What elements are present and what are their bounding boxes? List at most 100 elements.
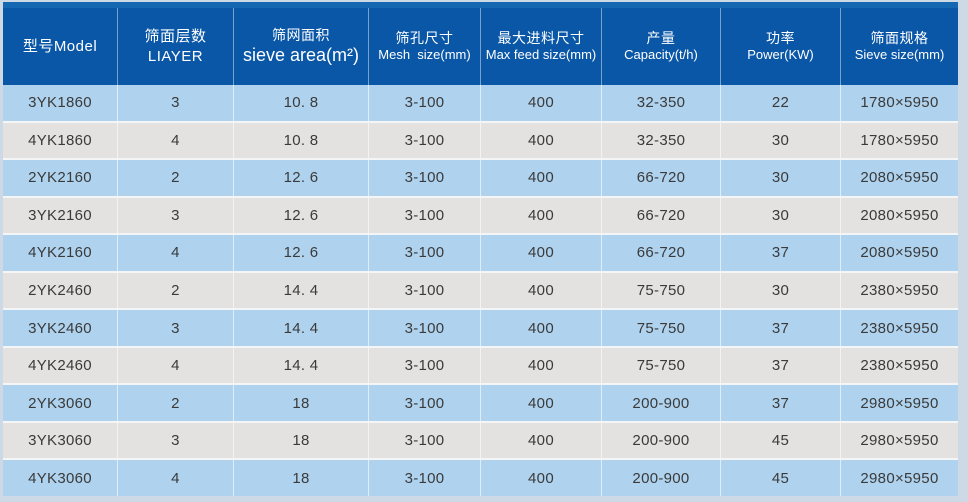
table-cell-layers: 2 xyxy=(117,385,233,421)
column-header-label-zh: 功率 xyxy=(766,29,795,46)
table-cell-sieve-area: 14. 4 xyxy=(233,272,368,309)
table-cell-capacity: 66-720 xyxy=(601,235,720,271)
table-cell-sieve-area: 12. 6 xyxy=(233,197,368,234)
table-cell-mesh-size: 3-100 xyxy=(368,347,480,384)
column-header-label-zh: 产量 xyxy=(646,29,676,46)
table-cell-mesh-size: 3-100 xyxy=(368,197,480,234)
table-row: 3YK2460 3 14. 4 3-100 400 75-750 37 2380×5950 xyxy=(3,308,958,346)
table-cell-sieve-size: 2980×5950 xyxy=(840,460,958,497)
column-header-label: 型号Model xyxy=(22,37,98,55)
table-cell-capacity: 75-750 xyxy=(601,347,720,384)
table-cell-sieve-size: 2080×5950 xyxy=(840,235,958,271)
table-cell-sieve-size: 1780×5950 xyxy=(840,122,958,159)
table-row: 3YK3060 3 18 3-100 400 200-900 45 2980×5950 xyxy=(3,420,958,459)
column-header-label: 筛面层数LIAYER xyxy=(144,28,207,65)
table-cell-model: 2YK2460 xyxy=(28,282,92,299)
table-cell-sieve-area: 12. 6 xyxy=(233,235,368,271)
table-cell-capacity: 200-900 xyxy=(601,460,720,497)
table-cell-layers: 3 xyxy=(117,422,233,459)
table-cell-mesh-size: 3-100 xyxy=(368,385,480,421)
table-cell-model: 4YK1860 xyxy=(28,131,92,149)
table-cell-model: 3YK2160 xyxy=(28,206,92,224)
table-cell-power: 30 xyxy=(720,160,840,196)
table-cell-power: 30 xyxy=(720,197,840,234)
column-header-label-en: Max feed size(mm) xyxy=(485,47,597,63)
column-header-label-en: Mesh size(mm) xyxy=(378,47,471,63)
table-cell-power: 45 xyxy=(720,422,840,459)
table-cell-model: 3YK2460 xyxy=(28,319,92,337)
table-cell-sieve-size: 2080×5950 xyxy=(840,160,958,196)
header-cells: 型号Model 筛面层数LIAYER 筛网面积 sieve area(m²) 筛… xyxy=(3,8,958,85)
table-cell-max-feed-size: 400 xyxy=(480,85,601,121)
table-cell-layers: 3 xyxy=(117,85,233,121)
table-cell-model: 3YK1860 xyxy=(28,94,92,112)
table-cell-layers: 4 xyxy=(117,122,233,159)
table-cell-max-feed-size: 400 xyxy=(480,235,601,271)
table-cell-sieve-area: 14. 4 xyxy=(233,310,368,346)
table-cell-model: 2YK3060 xyxy=(28,394,92,412)
table-cell-model: 3YK3060 xyxy=(28,432,92,450)
table-cell-max-feed-size: 400 xyxy=(480,422,601,459)
table-cell-max-feed-size: 400 xyxy=(480,460,601,497)
table-cell-mesh-size: 3-100 xyxy=(368,235,480,271)
spec-table: 型号Model 筛面层数LIAYER 筛网面积 sieve area(m²) 筛… xyxy=(3,2,958,497)
column-header-label-zh: 筛孔尺寸 xyxy=(395,29,454,46)
table-cell-capacity: 32-350 xyxy=(601,122,720,159)
table-cell-sieve-area: 10. 8 xyxy=(233,122,368,159)
table-cell-max-feed-size: 400 xyxy=(480,272,601,309)
table-cell-capacity: 200-900 xyxy=(601,385,720,421)
table-cell-capacity: 66-720 xyxy=(601,160,720,196)
table-cell-layers: 4 xyxy=(117,460,233,497)
table-cell-sieve-area: 18 xyxy=(233,385,368,421)
column-header-label-zh: 筛网面积 xyxy=(272,26,330,43)
table-cell-capacity: 32-350 xyxy=(601,85,720,121)
column-header-capacity: 产量 Capacity(t/h) xyxy=(601,8,720,85)
column-header-model: 型号Model xyxy=(3,8,117,85)
table-cell-capacity: 75-750 xyxy=(601,272,720,309)
column-header-layers: 筛面层数LIAYER xyxy=(117,8,233,85)
table-body: 3YK1860 3 10. 8 3-100 400 32-350 22 1780×5950 4Y… xyxy=(3,85,958,497)
table-cell-sieve-size: 2380×5950 xyxy=(840,310,958,346)
table-cell-layers: 2 xyxy=(117,160,233,196)
table-cell-max-feed-size: 400 xyxy=(480,310,601,346)
table-cell-sieve-size: 2380×5950 xyxy=(840,347,958,384)
table-row: 2YK3060 2 18 3-100 400 200-900 37 2980×5950 xyxy=(3,383,958,421)
column-header-label-en: sieve area(m²) xyxy=(242,44,360,65)
table-cell-max-feed-size: 400 xyxy=(480,197,601,234)
column-header-label-zh: 筛面规格 xyxy=(870,29,929,46)
table-cell-layers: 3 xyxy=(117,310,233,346)
table-row: 3YK1860 3 10. 8 3-100 400 32-350 22 1780×5950 xyxy=(3,85,958,121)
table-cell-sieve-area: 12. 6 xyxy=(233,160,368,196)
table-cell-model: 2YK2160 xyxy=(28,169,92,187)
table-cell-capacity: 200-900 xyxy=(601,422,720,459)
table-cell-mesh-size: 3-100 xyxy=(368,272,480,309)
column-header-label-en: Power(KW) xyxy=(747,47,814,63)
table-cell-power: 37 xyxy=(720,235,840,271)
table-cell-mesh-size: 3-100 xyxy=(368,310,480,346)
table-cell-power: 37 xyxy=(720,385,840,421)
column-header-mesh-size: 筛孔尺寸 Mesh size(mm) xyxy=(368,8,480,85)
table-row: 2YK2160 2 12. 6 3-100 400 66-720 30 2080×5950 xyxy=(3,158,958,196)
column-header-sieve-size: 筛面规格 Sieve size(mm) xyxy=(840,8,958,85)
table-cell-mesh-size: 3-100 xyxy=(368,460,480,497)
table-row: 4YK1860 4 10. 8 3-100 400 32-350 30 1780×5950 xyxy=(3,120,958,159)
table-cell-model: 4YK3060 xyxy=(28,469,92,487)
table-row: 4YK2160 4 12. 6 3-100 400 66-720 37 2080×5950 xyxy=(3,233,958,271)
table-cell-layers: 3 xyxy=(117,197,233,234)
table-cell-mesh-size: 3-100 xyxy=(368,160,480,196)
table-cell-power: 30 xyxy=(720,272,840,309)
table-row: 3YK2160 3 12. 6 3-100 400 66-720 30 2080×5950 xyxy=(3,195,958,234)
table-cell-max-feed-size: 400 xyxy=(480,122,601,159)
column-header-power: 功率 Power(KW) xyxy=(720,8,840,85)
table-cell-layers: 4 xyxy=(117,235,233,271)
table-row: 2YK2460 2 14. 4 3-100 400 75-750 30 2380×5950 xyxy=(3,270,958,309)
table-cell-power: 45 xyxy=(720,460,840,497)
table-cell-model: 4YK2460 xyxy=(28,357,92,375)
table-cell-mesh-size: 3-100 xyxy=(368,422,480,459)
column-header-label-en: Capacity(t/h) xyxy=(624,47,698,63)
table-cell-mesh-size: 3-100 xyxy=(368,85,480,121)
table-cell-power: 37 xyxy=(720,347,840,384)
table-cell-sieve-area: 10. 8 xyxy=(233,85,368,121)
column-header-sieve-area: 筛网面积 sieve area(m²) xyxy=(233,8,368,85)
table-cell-layers: 4 xyxy=(117,347,233,384)
